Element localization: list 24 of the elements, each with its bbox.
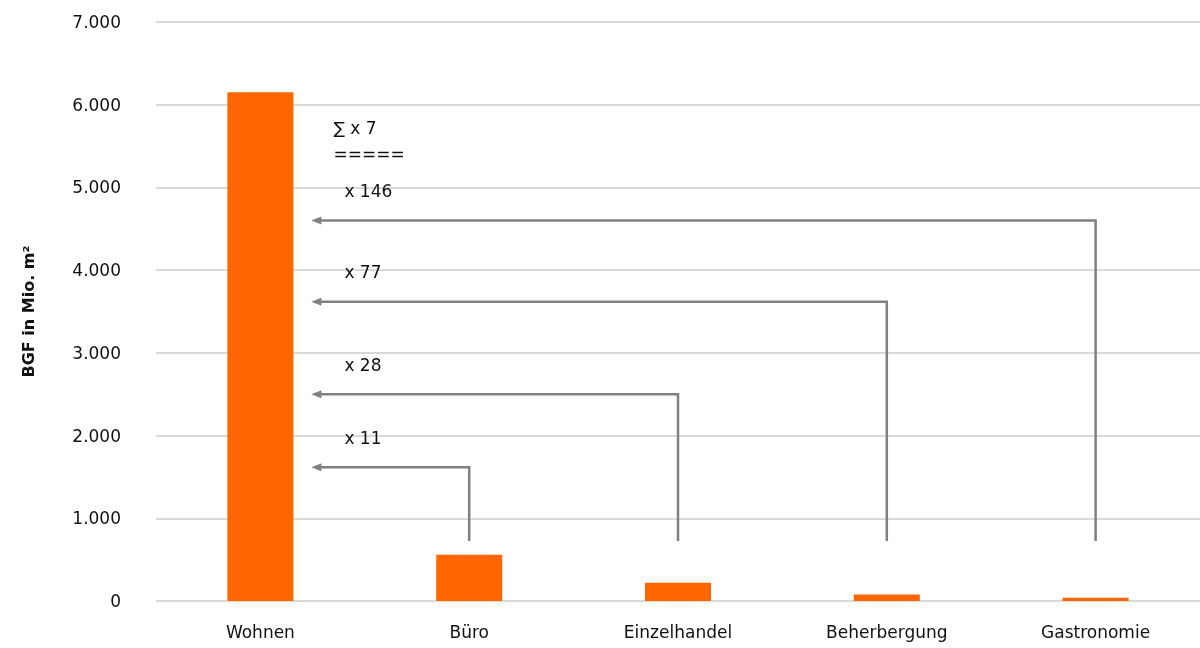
annotation: ∑ x 7 ===== (333, 117, 405, 164)
bar (436, 554, 503, 601)
y-tick-label: 2.000 (72, 425, 121, 446)
y-tick-label: 6.000 (72, 94, 121, 115)
y-tick-label: 4.000 (72, 260, 121, 281)
y-axis-title: BGF in Mio. m² (18, 245, 38, 378)
y-tick-label: 0 (110, 591, 121, 611)
annotation: x 28 (344, 354, 382, 375)
y-tick-label: 5.000 (72, 177, 121, 198)
x-tick-label: Einzelhandel (623, 621, 733, 642)
x-tick-label: Beherbergung (826, 621, 948, 642)
y-tick-label: 1.000 (72, 508, 121, 529)
y-tick-label: 3.000 (72, 342, 121, 363)
bar (1062, 597, 1129, 601)
x-tick-label: Wohnen (225, 621, 295, 642)
annotation: x 146 (344, 181, 393, 202)
annotation: x 11 (344, 427, 382, 448)
y-tick-label: 7.000 (72, 12, 121, 32)
bar (853, 594, 920, 601)
annotation: x 77 (344, 262, 382, 283)
bar (645, 582, 711, 601)
x-tick-label: Büro (449, 621, 489, 642)
x-tick-label: Gastronomie (1041, 621, 1151, 642)
bar (227, 92, 294, 601)
